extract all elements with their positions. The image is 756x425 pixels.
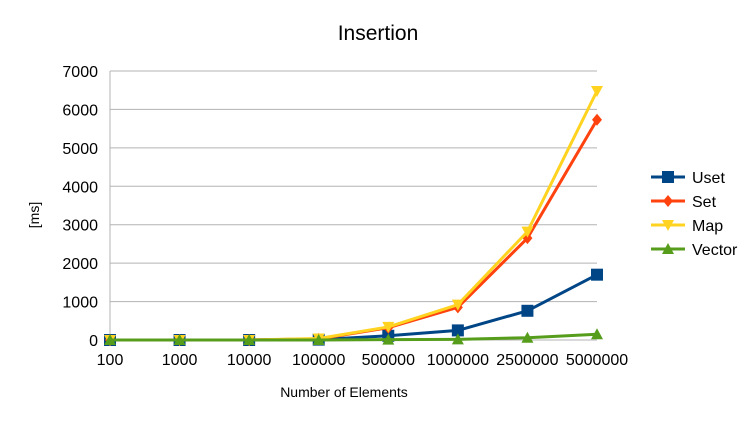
y-tick-label: 5000: [62, 141, 98, 158]
y-tick-label: 3000: [62, 218, 98, 235]
y-tick-label: 4000: [62, 179, 98, 196]
data-point-vector: [243, 334, 256, 345]
legend-label: Vector: [692, 242, 738, 259]
data-point-uset: [521, 304, 534, 317]
legend-item-vector: Vector: [651, 242, 738, 259]
y-tick-label: 6000: [62, 102, 98, 119]
legend-label: Set: [692, 194, 717, 211]
data-point-uset: [451, 324, 464, 337]
x-tick-label: 1000000: [427, 352, 489, 369]
data-point-vector: [104, 334, 116, 345]
y-tick-label: 0: [89, 333, 98, 350]
legend-marker: [662, 220, 674, 231]
x-tick-label: 10000: [227, 352, 272, 369]
data-point-map: [451, 299, 464, 311]
data-point-set: [592, 113, 602, 126]
legend-marker: [662, 243, 674, 254]
data-point-vector: [173, 334, 186, 345]
x-tick-label: 500000: [362, 352, 415, 369]
y-tick-label: 7000: [62, 64, 98, 81]
legend-item-uset: Uset: [651, 170, 725, 187]
legend-item-set: Set: [651, 194, 717, 211]
x-axis-label: Number of Elements: [280, 384, 408, 400]
y-tick-label: 2000: [62, 256, 98, 273]
data-point-uset: [591, 268, 603, 281]
legend-item-map: Map: [651, 218, 723, 235]
gridlines: [109, 70, 597, 341]
data-point-vector: [312, 334, 325, 345]
data-point-map: [591, 85, 603, 97]
x-tick-label: 1000: [162, 352, 198, 369]
legend-marker: [663, 195, 673, 207]
y-axis-label: [ms]: [26, 202, 42, 228]
chart-title: Insertion: [338, 22, 419, 45]
legend-label: Uset: [692, 170, 725, 187]
series-vector: [104, 328, 603, 345]
data-point-map: [521, 226, 534, 238]
legend: Uset Set Map Vector: [651, 170, 738, 259]
data-point-vector: [521, 331, 534, 343]
x-tick-label: 5000000: [566, 352, 628, 369]
y-tick-label: 1000: [62, 295, 98, 312]
data-point-map: [382, 321, 395, 333]
series-line-map: [110, 90, 599, 342]
data-point-vector: [591, 328, 603, 340]
x-tick-label: 2500000: [496, 352, 558, 369]
x-axis-ticks: 100 1000 10000 100000 500000 1000000 2500000 50…: [97, 352, 629, 369]
data-point-vector: [382, 333, 395, 345]
x-tick-label: 100000: [292, 352, 345, 369]
series-line-vector: [110, 332, 598, 342]
legend-marker: [662, 171, 674, 183]
x-tick-label: 100: [97, 352, 124, 369]
data-point-vector: [451, 333, 464, 345]
legend-label: Map: [692, 218, 723, 235]
y-axis-ticks: 0 1000 2000 3000 4000 5000 6000 7000: [62, 64, 98, 350]
series-lines: [104, 85, 603, 346]
